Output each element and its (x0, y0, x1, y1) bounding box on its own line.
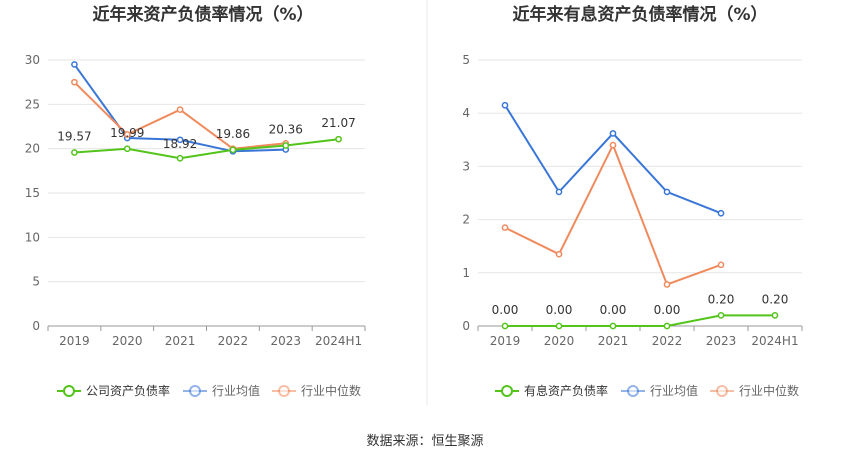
chart1-point-company (335, 135, 342, 143)
chart2-point-industry_avg (717, 209, 725, 217)
chart1-y-tick-label: 30 (25, 53, 40, 67)
chart2-data-label: 0.00 (546, 303, 573, 317)
chart1-data-label: 19.57 (57, 129, 91, 143)
chart2-y-tick-label: 1 (462, 266, 470, 280)
chart2-x-tick-label: 2023 (706, 334, 737, 348)
chart1-point-company (176, 154, 184, 162)
chart1-data-label: 19.99 (110, 126, 144, 140)
chart1-y-tick-label: 20 (25, 142, 40, 156)
chart1-legend-label-industry_median: 行业中位数 (301, 383, 361, 398)
chart1-y-tick-label: 10 (25, 230, 40, 244)
chart1-data-label: 18.92 (163, 137, 197, 151)
chart1-point-industry_median (123, 131, 131, 138)
chart2-data-label: 0.20 (762, 292, 789, 306)
chart2-series-line-industry_avg (504, 104, 722, 215)
chart2-x-tick-label: 2020 (544, 334, 575, 348)
chart1-point-company (229, 146, 237, 154)
chart2-legend-label-company: 有息资产负债率 (524, 383, 608, 398)
chart2-point-company (717, 312, 725, 319)
chart2-y-tick-label: 2 (462, 213, 470, 227)
chart2-data-label: 0.20 (708, 292, 735, 306)
chart1-y-tick-label: 0 (32, 319, 40, 333)
chart1-data-label: 19.86 (216, 127, 250, 141)
chart2-point-company (609, 322, 617, 330)
chart2-data-label: 0.00 (492, 303, 519, 317)
chart2-point-industry_avg (609, 130, 617, 137)
chart1-point-company (282, 142, 290, 149)
chart1-y-tick-label: 15 (25, 186, 40, 200)
chart2-legend-marker-company (501, 385, 513, 397)
chart2-x-tick-label: 2021 (598, 334, 629, 348)
chart1-legend-marker-company (63, 385, 75, 397)
chart1-x-tick-label: 2023 (270, 334, 301, 348)
chart1-point-industry_median (176, 106, 184, 114)
chart2-y-tick-label: 5 (462, 53, 470, 67)
chart2-legend-label-industry_median: 行业中位数 (739, 383, 799, 398)
data-source-label: 数据来源：恒生聚源 (366, 434, 484, 449)
chart1-x-tick-label: 2019 (59, 334, 90, 348)
chart1-legend-marker-industry_median (278, 385, 290, 397)
chart2-point-company (771, 312, 779, 319)
chart2-data-label: 0.00 (600, 303, 627, 317)
chart2-x-tick-label: 2022 (652, 334, 683, 348)
chart2-y-tick-label: 0 (462, 319, 470, 333)
chart1-point-industry_avg (176, 136, 184, 144)
chart1-x-tick-label: 2022 (218, 334, 249, 348)
chart1-legend-marker-industry_avg (189, 385, 201, 397)
chart2-legend-label-industry_avg: 行业均值 (650, 383, 698, 398)
chart2-y-tick-label: 3 (462, 159, 470, 173)
chart2-point-industry_median (663, 281, 671, 288)
chart1-point-industry_median (71, 78, 78, 86)
chart1-x-tick-label: 2024H1 (315, 334, 362, 348)
chart1-point-company (123, 145, 131, 153)
chart2-point-industry_median (501, 224, 509, 231)
chart2-series-line-company (505, 314, 775, 327)
chart1-y-tick-label: 25 (25, 97, 40, 111)
chart2-legend-marker-industry_median (716, 385, 728, 397)
chart2-point-industry_median (555, 250, 563, 258)
chart2-title: 近年来有息资产负债率情况（%） (512, 4, 767, 25)
chart1-series-line-company (74, 138, 339, 160)
chart2-legend-marker-industry_avg (627, 385, 639, 397)
chart1-y-tick-label: 5 (32, 275, 40, 289)
chart2-x-tick-label: 2019 (490, 334, 521, 348)
chart2-point-industry_avg (663, 188, 671, 196)
chart2-point-industry_median (717, 261, 725, 269)
chart1-point-industry_avg (71, 61, 78, 68)
chart2-point-industry_avg (555, 188, 563, 196)
chart2-point-company (501, 322, 509, 330)
chart2-point-company (663, 322, 671, 330)
chart1-legend-label-company: 公司资产负债率 (86, 383, 170, 398)
chart1-title: 近年来资产负债率情况（%） (92, 4, 313, 25)
chart2-data-label: 0.00 (654, 303, 681, 317)
chart2-point-industry_avg (501, 101, 509, 109)
chart1-x-tick-label: 2021 (165, 334, 196, 348)
chart1-legend-label-industry_avg: 行业均值 (212, 383, 260, 398)
chart1-x-tick-label: 2020 (112, 334, 143, 348)
chart2-point-industry_median (609, 141, 617, 149)
chart2-y-tick-label: 4 (462, 106, 470, 120)
chart2-x-tick-label: 2024H1 (751, 334, 798, 348)
chart1-point-company (71, 149, 78, 156)
chart2-point-company (555, 322, 563, 330)
chart1-data-label: 20.36 (269, 122, 303, 136)
chart1-data-label: 21.07 (321, 116, 355, 130)
